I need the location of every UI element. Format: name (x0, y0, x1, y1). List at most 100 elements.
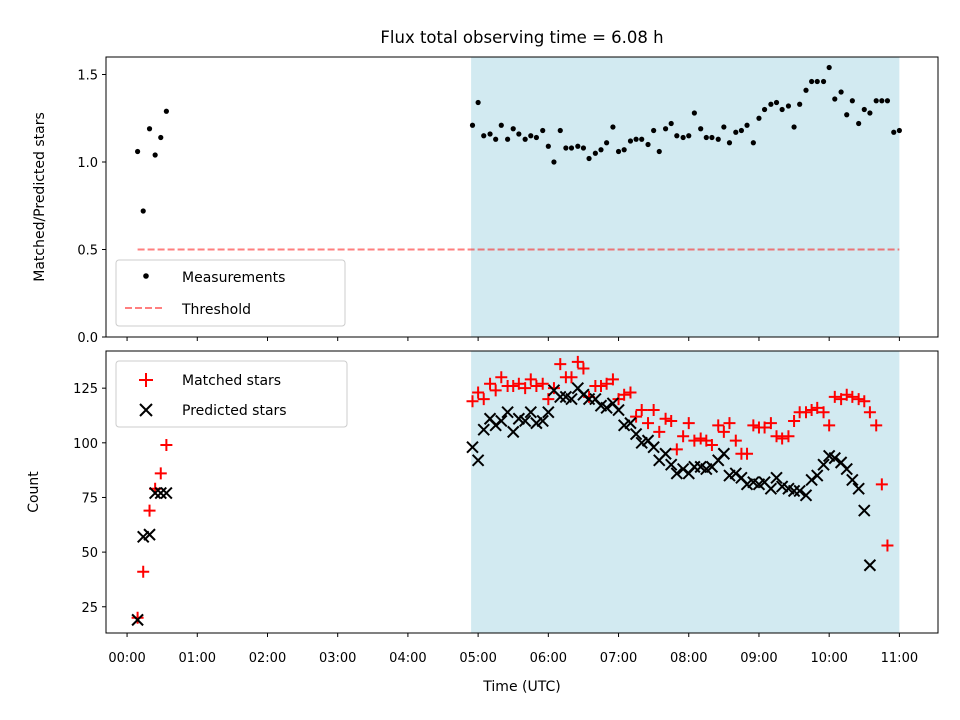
matched-point (519, 382, 532, 395)
predicted-point (647, 440, 660, 454)
measurement-point (557, 127, 563, 134)
predicted-point (612, 403, 625, 417)
measurement-point (140, 208, 146, 214)
matched-point (635, 404, 648, 417)
matched-point (828, 390, 841, 403)
measurement-point (627, 138, 634, 144)
measurement-point (761, 106, 768, 113)
count-marks (131, 355, 894, 627)
measurement-point (884, 98, 891, 104)
ratio-marks (134, 64, 902, 251)
measurement-point (533, 134, 539, 141)
measurement-point (738, 127, 745, 134)
measurement-point (668, 120, 674, 127)
measurement-point (797, 101, 803, 107)
measurement-point (785, 103, 792, 109)
bottom-y-axis-label: Count (26, 471, 42, 513)
predicted-point (536, 414, 549, 428)
matched-point (477, 393, 490, 406)
matched-point (881, 539, 894, 552)
x-tick-label: 06:00 (530, 651, 567, 666)
matched-point (577, 362, 590, 375)
measurement-point (540, 127, 546, 134)
measurement-point (691, 110, 697, 116)
measurement-point (896, 127, 902, 134)
measurement-point (721, 124, 727, 130)
matched-point (852, 393, 865, 406)
matched-point (154, 467, 167, 480)
matched-point (863, 406, 876, 419)
measurement-point (744, 122, 750, 128)
matched-point (875, 478, 888, 491)
matched-point (565, 371, 578, 384)
predicted-point (148, 486, 162, 500)
measurement-point (838, 89, 844, 95)
predicted-point (565, 392, 578, 406)
measurement-point (134, 148, 141, 155)
measurement-point (891, 129, 897, 135)
measurement-point (768, 101, 774, 107)
y-tick-label: 50 (81, 546, 98, 561)
measurement-point (580, 145, 587, 151)
matched-point (764, 417, 777, 430)
predicted-point (554, 390, 567, 404)
legend-measurements-label: Measurements (182, 270, 285, 286)
measurement-point (651, 127, 657, 134)
matched-point (840, 388, 853, 401)
measurement-point (146, 126, 153, 132)
measurement-point (849, 98, 855, 104)
matched-point (694, 432, 707, 445)
predicted-point (793, 484, 806, 498)
legend-predicted-label: Predicted stars (182, 403, 287, 419)
matched-point (805, 404, 818, 417)
legend-threshold-label: Threshold (181, 302, 251, 318)
matched-point (495, 371, 508, 384)
measurement-point (756, 115, 762, 121)
matched-point (811, 401, 824, 414)
measurement-point (621, 147, 627, 153)
predicted-point (524, 406, 537, 419)
predicted-point (811, 469, 824, 482)
matched-point (653, 425, 666, 438)
measurement-point (163, 108, 169, 114)
measurement-point (522, 136, 528, 142)
predicted-point (160, 486, 173, 500)
matched-point (747, 419, 760, 432)
x-tick-label: 07:00 (600, 651, 637, 666)
predicted-point (477, 423, 490, 436)
matched-point (507, 379, 520, 392)
matched-point (489, 384, 502, 397)
measurement-point (498, 122, 504, 128)
matched-point (618, 388, 631, 401)
measurement-point (487, 131, 493, 137)
predicted-point (131, 613, 144, 627)
measurement-point (481, 133, 487, 139)
measurement-point (861, 106, 867, 113)
measurement-point (703, 134, 709, 141)
matched-point (723, 417, 736, 430)
predicted-point (717, 447, 731, 460)
measurement-point (563, 145, 569, 151)
bottom-axis-ticks: 25 50 75 100 125 00:00 01:00 02:00 03:00 04:00 05:… (73, 382, 918, 666)
predicted-point (624, 416, 637, 430)
matched-point (512, 377, 525, 390)
predicted-point (542, 406, 555, 419)
measurement-point (152, 152, 158, 158)
measurement-point (698, 126, 704, 132)
measurement-point (505, 136, 511, 142)
predicted-point (507, 425, 520, 439)
matched-point (131, 611, 144, 624)
predicted-point (143, 528, 156, 541)
matched-point (677, 430, 690, 443)
measurement-point (803, 87, 809, 93)
matched-point (600, 377, 613, 390)
matched-point (137, 565, 150, 578)
x-tick-label: 05:00 (459, 651, 496, 666)
matched-point (547, 382, 560, 395)
matched-point (642, 417, 655, 430)
measurement-point (615, 148, 622, 155)
matched-point (484, 377, 497, 390)
matched-point (536, 377, 549, 390)
matched-point (870, 419, 883, 432)
bottom-legend: Matched stars Predicted stars (115, 360, 348, 428)
